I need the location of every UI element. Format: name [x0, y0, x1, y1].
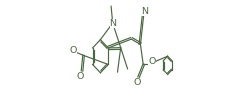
Text: O: O	[69, 46, 76, 55]
Text: O: O	[148, 56, 155, 66]
Text: O: O	[133, 78, 140, 87]
Text: N: N	[109, 19, 116, 28]
Text: N: N	[140, 7, 147, 16]
Text: O: O	[77, 72, 84, 81]
